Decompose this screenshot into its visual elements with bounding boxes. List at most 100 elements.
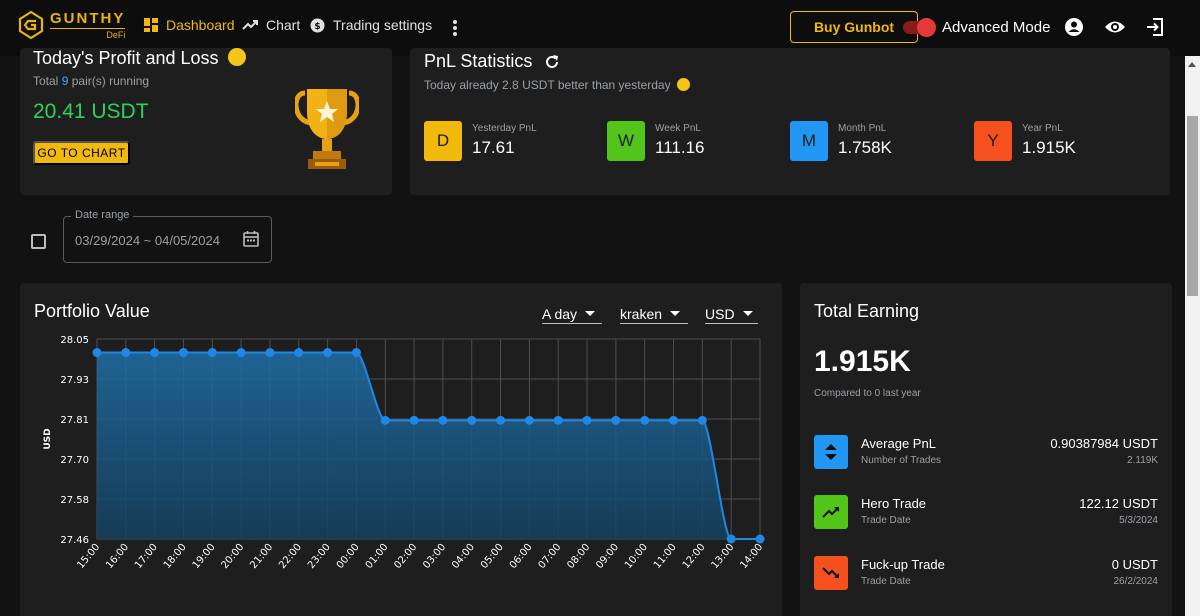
advanced-mode-toggle[interactable] xyxy=(903,18,936,37)
x-tick-label: 14:00 xyxy=(738,542,765,571)
data-point xyxy=(755,534,765,544)
portfolio-area xyxy=(97,352,760,539)
refresh-icon[interactable] xyxy=(544,54,560,70)
scroll-up-icon[interactable] xyxy=(1188,62,1196,67)
nav-trading-settings[interactable]: $ Trading settings xyxy=(310,17,432,33)
go-to-chart-button[interactable]: GO TO CHART xyxy=(33,141,130,165)
toggle-thumb xyxy=(917,18,936,37)
data-point xyxy=(150,348,160,358)
stat-badge-m: M xyxy=(790,121,828,161)
y-tick-label: 27.70 xyxy=(60,455,89,466)
data-point xyxy=(553,415,563,425)
scrollbar-thumb[interactable] xyxy=(1187,116,1198,296)
calendar-icon[interactable] xyxy=(242,230,260,248)
fuckup-trade-row: Fuck-up Trade Trade Date 0 USDT 26/2/202… xyxy=(814,556,1158,592)
data-point xyxy=(323,348,333,358)
row-amount: 0 USDT xyxy=(1111,557,1158,572)
stat-value: 17.61 xyxy=(472,138,515,157)
row-name: Average PnL xyxy=(861,436,936,451)
row-amount: 122.12 USDT xyxy=(1079,496,1158,511)
chart-line-icon xyxy=(242,20,258,30)
chevron-down-icon xyxy=(742,311,753,316)
chevron-down-icon xyxy=(585,311,596,316)
row-amount-sub: 26/2/2024 xyxy=(1113,576,1159,587)
x-tick-label: 03:00 xyxy=(421,542,448,571)
row-sub: Trade Date xyxy=(861,576,911,587)
currency-select[interactable]: USD xyxy=(705,304,758,324)
data-point xyxy=(438,415,448,425)
x-tick-label: 06:00 xyxy=(508,542,535,571)
row-amount: 0.90387984 USDT xyxy=(1050,436,1158,451)
data-point xyxy=(669,415,679,425)
total-earning-title: Total Earning xyxy=(814,301,920,321)
pnl-comparison-text: Today already 2.8 USDT better than yeste… xyxy=(424,78,690,92)
data-point xyxy=(611,415,621,425)
pairs-running: Total 9 pair(s) running xyxy=(33,74,150,88)
stat-label: Month PnL xyxy=(838,123,887,134)
account-icon[interactable] xyxy=(1064,17,1084,37)
cool-emoji-icon xyxy=(676,78,690,91)
stat-week-pnl: W Week PnL 111.16 xyxy=(607,121,704,161)
page-scrollbar[interactable] xyxy=(1185,56,1200,616)
x-tick-label: 10:00 xyxy=(623,542,650,571)
average-pnl-row: Average PnL Number of Trades 0.90387984 … xyxy=(814,435,1158,471)
date-range-value: 03/29/2024 ~ 04/05/2024 xyxy=(75,233,220,248)
trophy-icon xyxy=(295,89,359,169)
data-point xyxy=(496,415,506,425)
eye-icon[interactable] xyxy=(1104,19,1126,35)
trending-up-icon xyxy=(814,495,848,529)
advanced-mode-label: Advanced Mode xyxy=(942,19,1051,36)
pnl-statistics-card: PnL Statistics Today already 2.8 USDT be… xyxy=(410,48,1170,195)
x-tick-label: 21:00 xyxy=(248,542,275,571)
data-point xyxy=(582,415,592,425)
data-point xyxy=(236,348,246,358)
nav-dashboard-label: Dashboard xyxy=(166,17,235,33)
nav-trading-settings-label: Trading settings xyxy=(333,17,433,33)
chevron-down-icon xyxy=(670,311,681,316)
data-point xyxy=(121,348,131,358)
y-tick-label: 27.93 xyxy=(60,375,89,386)
more-vert-icon[interactable] xyxy=(451,19,459,37)
x-tick-label: 07:00 xyxy=(537,542,564,571)
data-point xyxy=(178,348,188,358)
trending-down-icon xyxy=(814,556,848,590)
row-sub: Trade Date xyxy=(861,515,911,526)
data-point xyxy=(697,415,707,425)
date-range-checkbox[interactable] xyxy=(31,234,46,249)
exchange-select[interactable]: kraken xyxy=(620,304,688,324)
x-tick-label: 15:00 xyxy=(75,542,102,571)
x-tick-label: 08:00 xyxy=(565,542,592,571)
buy-gunbot-button[interactable]: Buy Gunbot xyxy=(790,11,918,43)
data-point xyxy=(524,415,534,425)
x-tick-label: 18:00 xyxy=(162,542,189,571)
gunthy-logo[interactable]: GUNTHY DeFi xyxy=(18,10,126,40)
stat-yesterday-pnl: D Yesterday PnL 17.61 xyxy=(424,121,537,161)
portfolio-title: Portfolio Value xyxy=(34,301,150,321)
data-point xyxy=(207,348,217,358)
period-select-value: A day xyxy=(542,305,578,322)
arrow-up-down-icon xyxy=(814,435,848,469)
data-point xyxy=(467,415,477,425)
stat-value: 1.758K xyxy=(838,138,892,157)
pairs-count: 9 xyxy=(61,74,69,88)
currency-select-value: USD xyxy=(705,305,735,322)
stat-value: 111.16 xyxy=(655,138,705,157)
stat-label: Year PnL xyxy=(1022,123,1063,134)
x-tick-label: 12:00 xyxy=(681,542,708,571)
pnl-statistics-title: PnL Statistics xyxy=(424,51,560,72)
profit-loss-title: Today's Profit and Loss xyxy=(33,48,246,69)
nav-dashboard[interactable]: Dashboard xyxy=(144,17,235,33)
nav-chart[interactable]: Chart xyxy=(242,17,300,33)
logout-icon[interactable] xyxy=(1146,18,1164,36)
x-tick-label: 19:00 xyxy=(191,542,218,571)
stat-label: Yesterday PnL xyxy=(472,123,537,134)
period-select[interactable]: A day xyxy=(542,304,602,324)
y-tick-label: 28.05 xyxy=(60,335,89,346)
portfolio-line xyxy=(97,351,760,540)
trading-settings-icon: $ xyxy=(310,18,325,32)
nav-chart-label: Chart xyxy=(266,17,301,33)
date-range-field[interactable]: Date range 03/29/2024 ~ 04/05/2024 xyxy=(63,209,272,263)
total-earning-value: 1.915K xyxy=(814,345,911,378)
stat-month-pnl: M Month PnL 1.758K xyxy=(790,121,892,161)
row-sub: Number of Trades xyxy=(861,455,942,466)
